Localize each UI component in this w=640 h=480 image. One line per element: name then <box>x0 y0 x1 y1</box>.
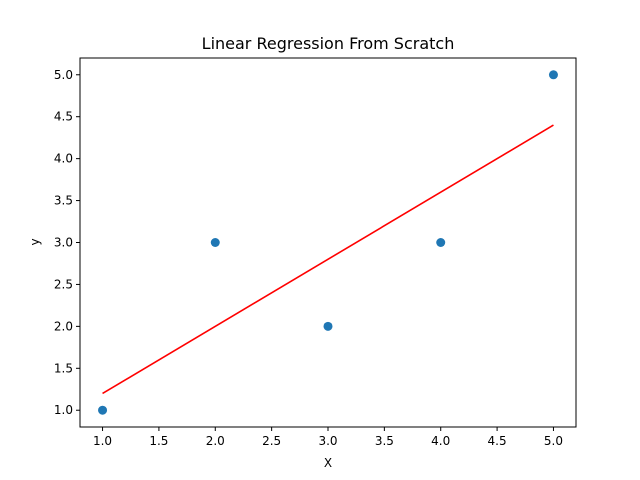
x-tick-label: 2.5 <box>262 434 281 448</box>
y-axis-label: y <box>28 238 42 245</box>
x-axis-label: X <box>324 456 332 470</box>
x-tick-label: 3.5 <box>375 434 394 448</box>
x-tick-label: 1.0 <box>93 434 112 448</box>
x-tick-label: 4.0 <box>431 434 450 448</box>
plot-frame <box>79 57 577 428</box>
x-tick-label: 5.0 <box>544 434 563 448</box>
data-point <box>436 238 446 247</box>
y-tick-label: 1.0 <box>54 403 73 417</box>
regression-line <box>102 124 554 395</box>
x-tick-label: 2.0 <box>206 434 225 448</box>
data-point <box>548 70 558 80</box>
plot-area: 1.0 1.5 2.0 2.5 3.0 3.5 4.0 4.5 5.0 1.0 1.5 2.0 2.5 3… <box>54 57 577 448</box>
y-tick-label: 2.0 <box>54 319 73 333</box>
y-tick-label: 3.5 <box>54 194 73 208</box>
y-tick-label: 3.0 <box>54 236 73 250</box>
y-tick-label: 4.5 <box>54 110 73 124</box>
data-point <box>210 238 220 247</box>
data-point <box>98 405 108 415</box>
y-tick-label: 1.5 <box>54 361 73 375</box>
x-tick-label: 4.5 <box>488 434 507 448</box>
y-tick-label: 5.0 <box>54 68 73 82</box>
x-tick-label: 3.0 <box>318 434 337 448</box>
y-tick-label: 4.0 <box>54 152 73 166</box>
y-tick-label: 2.5 <box>54 277 73 291</box>
data-point <box>323 321 333 331</box>
chart-title: Linear Regression From Scratch <box>202 34 455 53</box>
x-tick-label: 1.5 <box>149 434 168 448</box>
